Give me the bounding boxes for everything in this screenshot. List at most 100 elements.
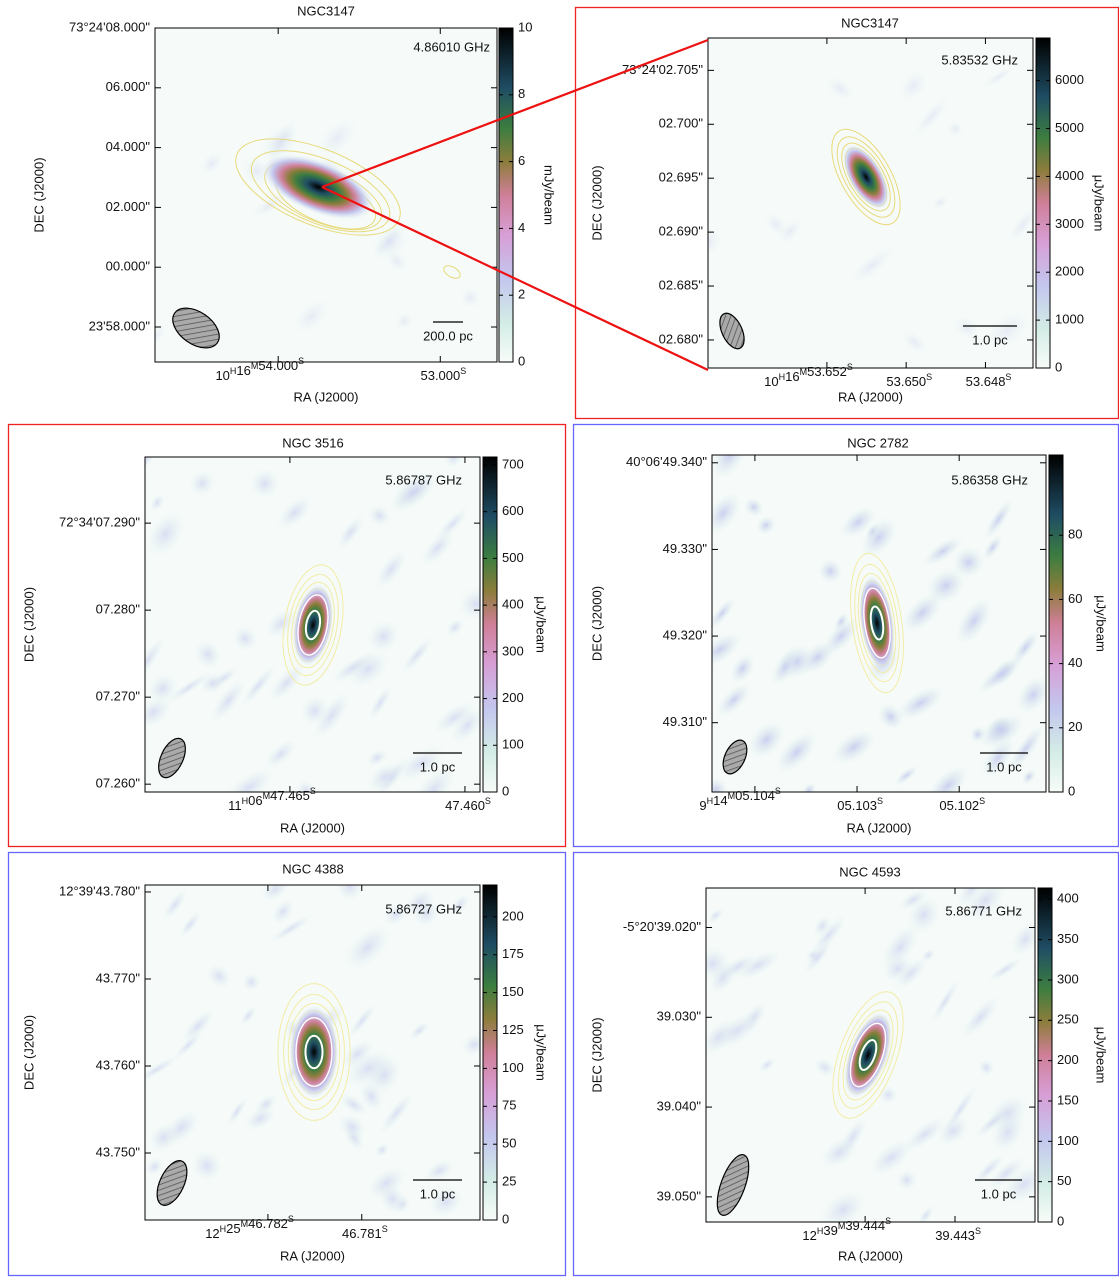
noise <box>390 473 439 511</box>
y-tick-label: 04.000" <box>106 139 151 154</box>
y-tick-label: 02.690" <box>659 224 704 239</box>
source <box>842 144 890 210</box>
contour <box>297 594 329 656</box>
noise <box>339 1093 369 1117</box>
x-tick-label: 53.650S <box>886 372 932 389</box>
noise <box>300 695 330 727</box>
noise <box>758 1057 776 1073</box>
panel-title: NGC 2782 <box>847 435 908 450</box>
noise <box>145 1157 164 1176</box>
colorbar-tick-label: 0 <box>1055 359 1062 374</box>
noise <box>264 608 298 639</box>
noise <box>366 761 403 792</box>
image <box>706 888 1035 1222</box>
panel-title: NGC 4593 <box>839 864 900 879</box>
noise <box>461 1032 480 1057</box>
colorbar-tick-label: 300 <box>502 643 524 658</box>
colorbar-tick-label: 0 <box>518 353 525 368</box>
noise <box>926 765 970 792</box>
noise <box>336 514 365 550</box>
y-tick-label: 39.030" <box>657 1009 702 1024</box>
noise <box>868 1138 914 1178</box>
colorbar-label: μJy/beam <box>534 596 549 653</box>
noise <box>819 1189 867 1222</box>
noise <box>878 1085 898 1105</box>
noise <box>712 491 742 535</box>
colorbar-tick-label: 200 <box>1057 1052 1079 1067</box>
noise <box>271 898 295 925</box>
noise <box>1007 205 1033 244</box>
x-tick-label: 46.781S <box>342 1224 388 1241</box>
x-tick-label: 39.443S <box>935 1226 981 1243</box>
y-tick-label: 73°24'08.000" <box>69 19 150 34</box>
y-tick-label: 00.000" <box>106 259 151 274</box>
colorbar-tick-label: 10 <box>518 19 532 34</box>
x-tick-label: 47.460S <box>445 796 491 813</box>
contour <box>287 1002 341 1102</box>
noise <box>374 548 408 590</box>
noise <box>735 949 782 982</box>
noise <box>719 952 758 981</box>
noise <box>296 780 316 792</box>
colorbar-label: μJy/beam <box>1092 175 1107 232</box>
noise <box>982 310 1033 350</box>
colorbar-tick-label: 60 <box>1068 591 1082 606</box>
noise <box>912 95 951 138</box>
noise <box>371 225 410 261</box>
x-tick-label: 05.102S <box>939 796 985 813</box>
noise <box>457 586 480 621</box>
noise <box>712 777 729 792</box>
noise <box>707 907 725 924</box>
noise <box>420 529 455 567</box>
noise <box>839 506 877 539</box>
scale-bar-label: 200.0 pc <box>423 328 473 343</box>
contour <box>850 552 904 694</box>
source <box>292 583 334 667</box>
noise <box>980 737 1016 779</box>
noise <box>800 640 836 675</box>
colorbar-tick-label: 100 <box>502 1060 524 1075</box>
noise <box>894 765 919 786</box>
noise <box>180 1007 216 1045</box>
noise <box>337 1113 367 1140</box>
noise <box>162 888 188 921</box>
colorbar-tick-label: 2000 <box>1055 264 1084 279</box>
y-tick-label: 49.330" <box>663 541 708 556</box>
noise <box>801 782 817 792</box>
contour <box>235 138 401 236</box>
zoom-line <box>321 186 709 371</box>
x-axis-label: RA (J2000) <box>846 820 911 835</box>
noise <box>366 748 388 767</box>
noise <box>755 515 776 536</box>
colorbar-tick-label: 175 <box>502 946 524 961</box>
noise <box>986 1156 1026 1191</box>
x-tick-label: 53.000S <box>420 366 466 383</box>
noise <box>268 663 305 703</box>
colorbar <box>1035 37 1051 369</box>
panel-title: NGC 3516 <box>282 435 343 450</box>
contour <box>443 265 461 279</box>
y-tick-label: 40°06'49.340" <box>626 454 707 469</box>
noise <box>931 195 949 210</box>
noise <box>383 902 409 927</box>
colorbar-tick-label: 100 <box>502 737 524 752</box>
y-tick-label: 39.040" <box>657 1099 702 1114</box>
noise <box>433 701 476 734</box>
noise <box>445 618 465 637</box>
noise <box>199 151 224 176</box>
noise <box>209 678 247 724</box>
noise <box>240 664 277 708</box>
colorbar-tick-label: 4000 <box>1055 168 1084 183</box>
colorbar-tick-label: 125 <box>502 1022 524 1037</box>
noise <box>409 1021 430 1040</box>
contour <box>291 581 335 669</box>
noise <box>764 211 788 237</box>
noise <box>366 619 401 654</box>
noise <box>972 1153 1005 1186</box>
noise <box>395 312 414 330</box>
noise <box>411 766 456 792</box>
frequency-label: 5.86771 GHz <box>945 903 1022 918</box>
noise <box>895 685 945 721</box>
y-axis-label: DEC (J2000) <box>21 587 36 662</box>
noise <box>368 684 393 722</box>
